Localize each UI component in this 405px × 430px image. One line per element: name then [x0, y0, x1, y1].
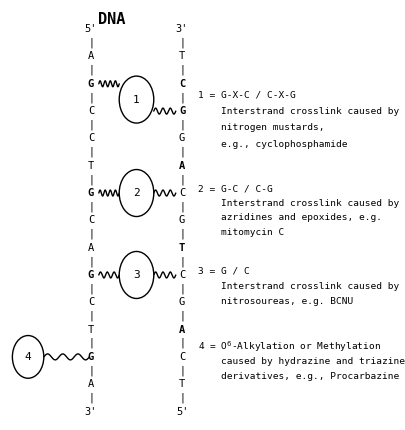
Text: |: | — [88, 393, 94, 403]
Text: |: | — [88, 147, 94, 157]
Text: |: | — [179, 37, 185, 48]
Text: A: A — [179, 325, 185, 335]
Text: G: G — [179, 133, 185, 144]
Text: G: G — [179, 106, 185, 116]
Text: T: T — [179, 52, 185, 61]
Text: |: | — [88, 174, 94, 184]
Text: G: G — [87, 79, 94, 89]
Text: 3: 3 — [133, 270, 140, 280]
Text: |: | — [88, 92, 94, 103]
Text: |: | — [179, 229, 185, 239]
Text: G: G — [87, 352, 94, 362]
Text: 1 = G-X-C / C-X-G: 1 = G-X-C / C-X-G — [197, 91, 295, 100]
Text: G: G — [179, 215, 185, 225]
Text: G: G — [87, 188, 94, 198]
Text: 2: 2 — [133, 188, 140, 198]
Text: |: | — [88, 229, 94, 239]
Text: T: T — [179, 379, 185, 389]
Text: 1: 1 — [133, 95, 140, 104]
Text: A: A — [87, 243, 94, 253]
Text: Interstrand crosslink caused by: Interstrand crosslink caused by — [197, 107, 398, 116]
Text: G: G — [87, 270, 94, 280]
Text: |: | — [88, 311, 94, 321]
Text: |: | — [179, 147, 185, 157]
Text: caused by hydrazine and triazine: caused by hydrazine and triazine — [197, 357, 404, 366]
Text: G: G — [179, 297, 185, 307]
Text: A: A — [87, 379, 94, 389]
Text: |: | — [179, 283, 185, 294]
Text: |: | — [179, 65, 185, 75]
Text: C: C — [179, 79, 185, 89]
Text: |: | — [179, 120, 185, 130]
Text: 4: 4 — [25, 352, 32, 362]
Text: 2 = G-C / C-G: 2 = G-C / C-G — [197, 184, 272, 193]
Text: 3 = G / C: 3 = G / C — [197, 266, 249, 275]
Text: C: C — [87, 297, 94, 307]
Text: C: C — [179, 270, 185, 280]
Text: |: | — [179, 338, 185, 348]
Text: mitomycin C: mitomycin C — [197, 228, 284, 237]
Text: C: C — [87, 215, 94, 225]
Text: |: | — [179, 366, 185, 376]
Text: e.g., cyclophosphamide: e.g., cyclophosphamide — [197, 139, 346, 148]
Text: Interstrand crosslink caused by: Interstrand crosslink caused by — [197, 199, 398, 208]
Text: A: A — [179, 161, 185, 171]
Text: Interstrand crosslink caused by: Interstrand crosslink caused by — [197, 282, 398, 291]
Text: C: C — [87, 133, 94, 144]
Text: nitrosoureas, e.g. BCNU: nitrosoureas, e.g. BCNU — [197, 297, 352, 306]
Text: nitrogen mustards,: nitrogen mustards, — [197, 123, 324, 132]
Text: |: | — [88, 37, 94, 48]
Text: C: C — [179, 188, 185, 198]
Text: |: | — [179, 92, 185, 103]
Text: T: T — [179, 243, 185, 253]
Text: |: | — [88, 256, 94, 267]
Circle shape — [119, 76, 153, 123]
Text: |: | — [88, 201, 94, 212]
Text: |: | — [179, 393, 185, 403]
Text: |: | — [88, 366, 94, 376]
Text: DNA: DNA — [98, 12, 125, 27]
Text: C: C — [179, 352, 185, 362]
Text: |: | — [179, 201, 185, 212]
Text: 3': 3' — [175, 24, 188, 34]
Text: C: C — [87, 106, 94, 116]
Text: A: A — [87, 52, 94, 61]
Text: |: | — [179, 311, 185, 321]
Text: |: | — [179, 174, 185, 184]
Text: 3': 3' — [85, 406, 97, 417]
Text: 5': 5' — [85, 24, 97, 34]
Text: 5': 5' — [175, 406, 188, 417]
Circle shape — [119, 252, 153, 298]
Text: |: | — [88, 120, 94, 130]
Circle shape — [13, 335, 44, 378]
Text: T: T — [87, 161, 94, 171]
Circle shape — [119, 169, 153, 217]
Text: azridines and epoxides, e.g.: azridines and epoxides, e.g. — [197, 213, 381, 222]
Text: |: | — [88, 283, 94, 294]
Text: |: | — [88, 65, 94, 75]
Text: |: | — [88, 338, 94, 348]
Text: derivatives, e.g., Procarbazine: derivatives, e.g., Procarbazine — [197, 372, 398, 381]
Text: T: T — [87, 325, 94, 335]
Text: 4 = O$^6$-Alkylation or Methylation: 4 = O$^6$-Alkylation or Methylation — [197, 339, 380, 353]
Text: |: | — [179, 256, 185, 267]
